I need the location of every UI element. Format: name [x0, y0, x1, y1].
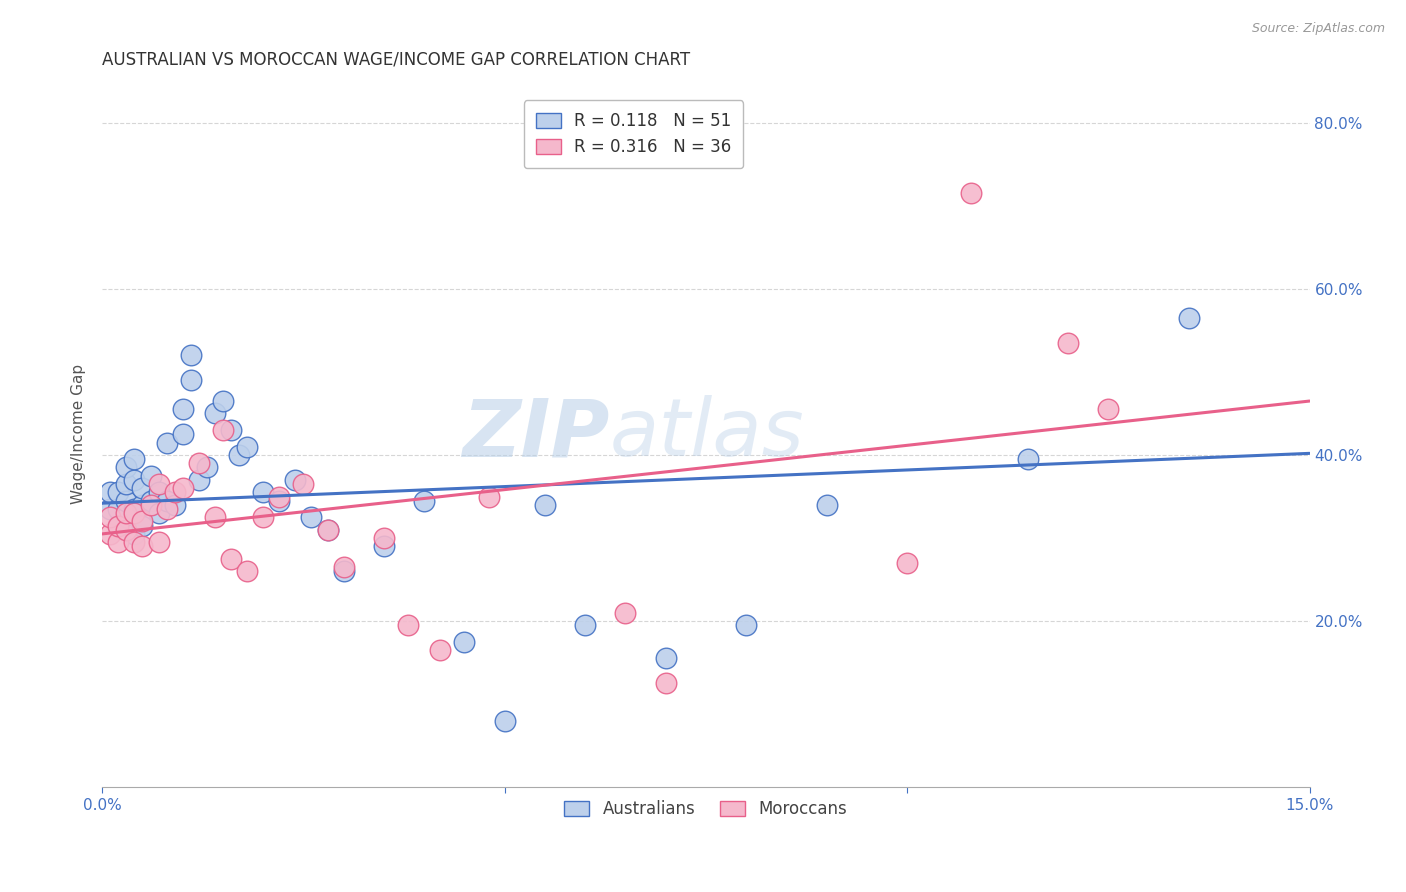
Point: [124, 506, 146, 520]
Point: [316, 523, 339, 537]
Point: [98, 502, 121, 516]
Point: [115, 523, 138, 537]
Point: [124, 502, 146, 516]
Point: [195, 460, 218, 475]
Point: [163, 498, 186, 512]
Point: [1097, 402, 1119, 417]
Point: [131, 515, 153, 529]
Point: [574, 618, 596, 632]
Point: [163, 485, 186, 500]
Point: [107, 518, 129, 533]
Point: [139, 468, 162, 483]
Point: [236, 564, 259, 578]
Point: [98, 527, 121, 541]
Point: [124, 535, 146, 549]
Point: [124, 473, 146, 487]
Point: [131, 481, 153, 495]
Point: [204, 407, 226, 421]
Point: [212, 423, 235, 437]
Point: [453, 635, 475, 649]
Point: [155, 493, 177, 508]
Point: [172, 481, 194, 495]
Text: atlas: atlas: [609, 395, 804, 474]
Point: [534, 498, 557, 512]
Point: [148, 477, 170, 491]
Point: [236, 440, 259, 454]
Point: [148, 506, 170, 520]
Point: [131, 518, 153, 533]
Point: [373, 540, 395, 554]
Point: [896, 556, 918, 570]
Point: [212, 394, 235, 409]
Point: [148, 535, 170, 549]
Point: [155, 435, 177, 450]
Point: [252, 485, 274, 500]
Legend: Australians, Moroccans: Australians, Moroccans: [558, 793, 853, 825]
Point: [187, 473, 209, 487]
Point: [396, 618, 419, 632]
Point: [1057, 335, 1080, 350]
Point: [1017, 452, 1039, 467]
Point: [187, 456, 209, 470]
Point: [477, 490, 499, 504]
Point: [115, 493, 138, 508]
Point: [204, 510, 226, 524]
Point: [139, 493, 162, 508]
Point: [494, 714, 516, 728]
Point: [172, 402, 194, 417]
Point: [115, 506, 138, 520]
Point: [115, 510, 138, 524]
Point: [180, 348, 202, 362]
Point: [301, 510, 323, 524]
Point: [413, 493, 436, 508]
Point: [269, 493, 291, 508]
Point: [269, 490, 291, 504]
Point: [98, 510, 121, 524]
Point: [292, 477, 315, 491]
Point: [614, 606, 637, 620]
Point: [332, 564, 354, 578]
Point: [107, 518, 129, 533]
Point: [654, 651, 676, 665]
Point: [155, 502, 177, 516]
Point: [107, 485, 129, 500]
Point: [131, 540, 153, 554]
Point: [219, 423, 242, 437]
Point: [373, 531, 395, 545]
Text: ZIP: ZIP: [463, 395, 609, 474]
Point: [115, 460, 138, 475]
Point: [115, 477, 138, 491]
Point: [139, 498, 162, 512]
Point: [1178, 311, 1201, 326]
Point: [180, 373, 202, 387]
Point: [98, 485, 121, 500]
Point: [219, 551, 242, 566]
Point: [172, 427, 194, 442]
Y-axis label: Wage/Income Gap: Wage/Income Gap: [72, 364, 86, 504]
Point: [654, 676, 676, 690]
Point: [228, 448, 250, 462]
Point: [332, 560, 354, 574]
Point: [284, 473, 307, 487]
Point: [107, 535, 129, 549]
Point: [124, 527, 146, 541]
Point: [131, 498, 153, 512]
Text: Source: ZipAtlas.com: Source: ZipAtlas.com: [1251, 22, 1385, 36]
Point: [735, 618, 758, 632]
Text: AUSTRALIAN VS MOROCCAN WAGE/INCOME GAP CORRELATION CHART: AUSTRALIAN VS MOROCCAN WAGE/INCOME GAP C…: [103, 51, 690, 69]
Point: [316, 523, 339, 537]
Point: [148, 485, 170, 500]
Point: [429, 643, 451, 657]
Point: [252, 510, 274, 524]
Point: [124, 452, 146, 467]
Point: [815, 498, 838, 512]
Point: [107, 502, 129, 516]
Point: [960, 186, 983, 201]
